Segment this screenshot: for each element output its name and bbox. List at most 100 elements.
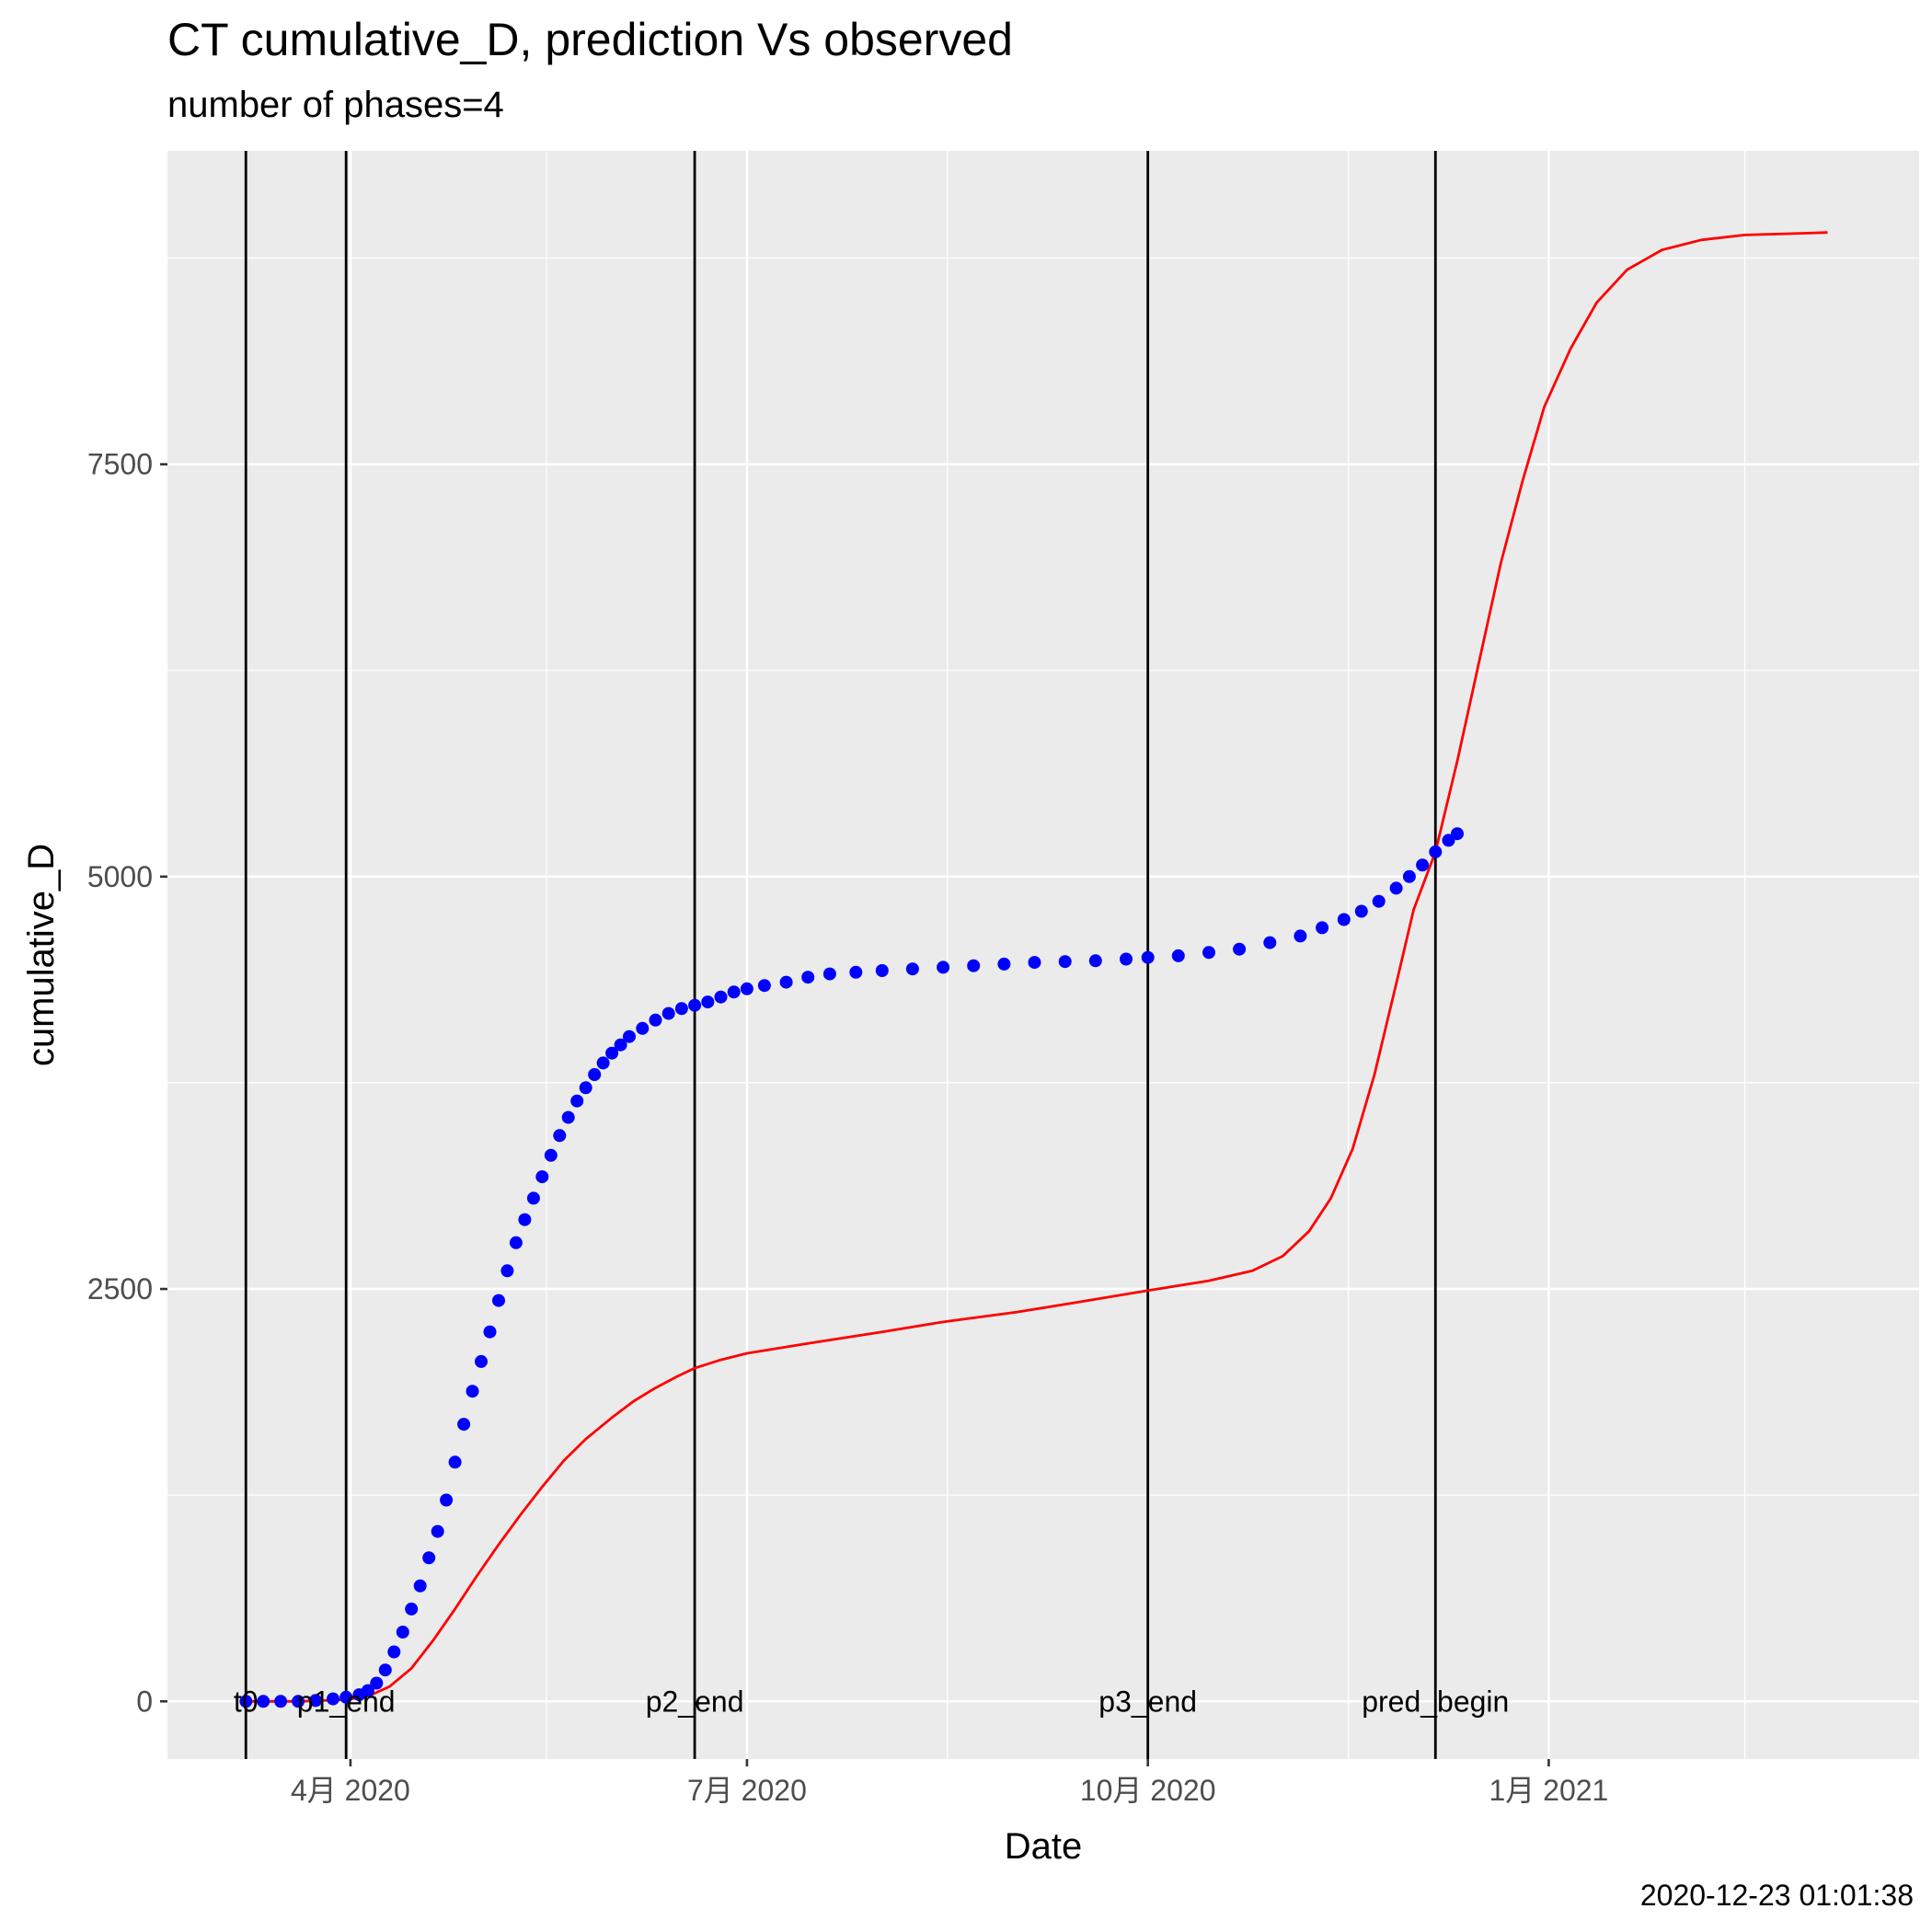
observed-point — [579, 1081, 592, 1095]
observed-point — [701, 995, 715, 1009]
observed-point — [1316, 921, 1329, 935]
observed-point — [1202, 946, 1215, 960]
observed-point — [674, 1002, 688, 1016]
observed-point — [457, 1418, 471, 1432]
observed-point — [370, 1676, 384, 1690]
observed-point — [339, 1690, 353, 1704]
observed-point — [727, 985, 741, 999]
observed-point — [740, 982, 753, 995]
x-tick-label: 7月 2020 — [687, 1774, 807, 1807]
phase-line-label: p2_end — [646, 1685, 744, 1718]
y-tick-label: 5000 — [87, 860, 153, 893]
observed-point — [1337, 913, 1351, 926]
prediction-line — [246, 231, 1828, 1703]
observed-point — [396, 1626, 409, 1639]
observed-point — [561, 1110, 575, 1124]
observed-point — [1141, 950, 1155, 964]
y-tick-label: 2500 — [87, 1272, 153, 1305]
observed-series — [239, 827, 1464, 1708]
observed-point — [570, 1094, 584, 1108]
observed-point — [757, 979, 771, 993]
observed-point — [466, 1385, 479, 1398]
observed-point — [257, 1695, 270, 1708]
x-axis: 4月 2020 7月 2020 10月 2020 1月 2021 — [291, 1759, 1608, 1807]
observed-point — [1416, 858, 1430, 872]
x-axis-title: Date — [1005, 1826, 1083, 1867]
observed-point — [614, 1038, 627, 1052]
observed-point — [526, 1191, 540, 1205]
observed-point — [475, 1354, 488, 1368]
observed-point — [1429, 845, 1443, 858]
observed-point — [1028, 956, 1041, 970]
y-tick-label: 0 — [136, 1685, 153, 1718]
observed-point — [518, 1213, 532, 1226]
observed-point — [605, 1046, 619, 1060]
chart-subtitle: number of phases=4 — [167, 85, 504, 125]
observed-point — [1389, 881, 1403, 895]
observed-point — [1263, 936, 1277, 949]
phase-line-labels: t0 p1_end p2_end p3_end pred_begin — [234, 1685, 1509, 1718]
plot-panel — [167, 151, 1919, 1759]
observed-point — [1171, 949, 1185, 962]
observed-point — [1088, 954, 1102, 968]
observed-point — [500, 1264, 514, 1278]
observed-point — [875, 964, 889, 977]
observed-point — [292, 1695, 305, 1708]
x-tick-label: 4月 2020 — [291, 1774, 410, 1807]
observed-point — [1372, 894, 1386, 908]
observed-point — [937, 960, 950, 974]
observed-point — [623, 1029, 636, 1043]
observed-point — [967, 959, 981, 972]
observed-point — [661, 1006, 675, 1020]
observed-point — [714, 990, 728, 1004]
observed-point — [239, 1695, 253, 1708]
y-tick-label: 7500 — [87, 448, 153, 481]
chart-title: CT cumulative_D, prediction Vs observed — [167, 14, 1013, 65]
observed-point — [483, 1325, 497, 1339]
observed-point — [274, 1695, 288, 1708]
y-axis: 0 2500 5000 7500 — [87, 448, 167, 1718]
observed-point — [1442, 834, 1455, 847]
observed-point — [849, 965, 863, 979]
observed-point — [378, 1663, 392, 1677]
observed-point — [1354, 904, 1368, 918]
observed-point — [801, 971, 815, 984]
observed-point — [636, 1021, 650, 1035]
phase-line-label: t0 — [234, 1685, 259, 1718]
observed-point — [492, 1294, 505, 1307]
phase-line-label: pred_begin — [1362, 1685, 1509, 1718]
observed-point — [1120, 952, 1133, 966]
observed-point — [1233, 942, 1247, 956]
observed-point — [779, 975, 793, 989]
observed-point — [361, 1684, 374, 1697]
observed-point — [905, 962, 919, 976]
observed-point — [553, 1129, 567, 1143]
observed-point — [413, 1579, 427, 1593]
observed-point — [440, 1493, 454, 1507]
observed-point — [1402, 869, 1416, 883]
observed-point — [588, 1068, 602, 1081]
observed-point — [822, 967, 836, 981]
phase-line-label: p1_end — [297, 1685, 396, 1718]
observed-point — [544, 1148, 558, 1162]
observed-point — [596, 1056, 610, 1070]
observed-point — [1058, 955, 1072, 969]
observed-point — [448, 1455, 462, 1469]
observed-point — [387, 1645, 401, 1659]
observed-point — [688, 998, 702, 1012]
x-tick-label: 1月 2021 — [1489, 1774, 1608, 1807]
timestamp-caption: 2020-12-23 01:01:38 — [1639, 1879, 1914, 1912]
observed-point — [309, 1694, 322, 1708]
observed-point — [509, 1236, 523, 1249]
observed-point — [1294, 929, 1307, 943]
observed-point — [535, 1170, 549, 1184]
observed-point — [431, 1524, 444, 1538]
observed-point — [1451, 827, 1464, 841]
prediction-series — [246, 231, 1828, 1703]
phase-line-label: p3_end — [1098, 1685, 1197, 1718]
observed-point — [649, 1013, 662, 1027]
observed-point — [422, 1551, 436, 1565]
x-tick-label: 10月 2020 — [1080, 1774, 1216, 1807]
observed-point — [405, 1602, 419, 1616]
